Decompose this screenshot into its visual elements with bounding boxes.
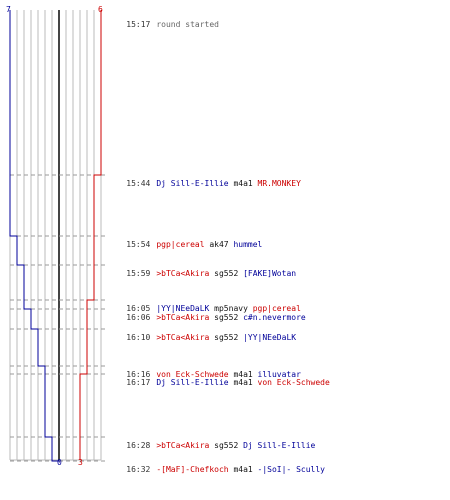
- event-weapon: sg552: [214, 313, 239, 322]
- event-row: 16:06 >bTCa<Akira sg552 c#n.nevermore: [107, 304, 306, 331]
- event-time: 16:05: [126, 304, 151, 313]
- red-team-alive-line: [79, 10, 102, 460]
- event-row: 15:59 >bTCa<Akira sg552 [FAKE]Wotan: [107, 260, 296, 287]
- event-note: round started: [156, 20, 219, 29]
- event-weapon: mp5navy: [214, 304, 248, 313]
- event-time: 15:44: [126, 179, 151, 188]
- event-weapon: ak47: [209, 240, 229, 249]
- event-weapon: m4a1: [233, 465, 253, 474]
- event-row: 16:10 >bTCa<Akira sg552 |YY|NEeDaLK: [107, 324, 296, 351]
- event-victim: MR.MONKEY: [257, 179, 301, 188]
- event-killer: -[MaF]-Chefkoch: [156, 465, 229, 474]
- event-time: 15:17: [126, 20, 151, 29]
- event-victim: von Eck-Schwede: [257, 378, 330, 387]
- red-start-count: 6: [98, 5, 103, 14]
- event-time: 16:16: [126, 370, 151, 379]
- event-weapon: m4a1: [233, 179, 253, 188]
- event-victim: c#n.nevermore: [243, 313, 306, 322]
- event-weapon: sg552: [214, 333, 239, 342]
- event-killer: >bTCa<Akira: [156, 313, 210, 322]
- red-end-count: 3: [78, 458, 83, 467]
- event-killer: pgp|cereal: [156, 240, 205, 249]
- event-killer: von Eck-Schwede: [156, 370, 229, 379]
- event-time: 15:59: [126, 269, 151, 278]
- event-weapon: m4a1: [233, 370, 253, 379]
- event-killer: Dj Sill-E-Illie: [156, 378, 229, 387]
- event-time: 16:28: [126, 441, 151, 450]
- event-time: 16:06: [126, 313, 151, 322]
- event-victim: |YY|NEeDaLK: [243, 333, 297, 342]
- event-victim: -|SoI|- Scully: [257, 465, 325, 474]
- event-row: 16:17 Dj Sill-E-Illie m4a1 von Eck-Schwed…: [107, 369, 330, 396]
- event-weapon: sg552: [214, 269, 239, 278]
- event-row: 16:05 |YY|NEeDaLK mp5navy pgp|cereal: [107, 295, 301, 322]
- event-victim: Dj Sill-E-Illie: [243, 441, 316, 450]
- event-row: 16:16 von Eck-Schwede m4a1 illuvatar: [107, 361, 301, 388]
- event-killer: Dj Sill-E-Illie: [156, 179, 229, 188]
- blue-end-count: 0: [57, 458, 62, 467]
- event-row: 16:32 -[MaF]-Chefkoch m4a1 -|SoI|- Scully: [107, 456, 325, 483]
- event-victim: illuvatar: [257, 370, 301, 379]
- event-time: 16:17: [126, 378, 151, 387]
- event-victim: hummel: [233, 240, 263, 249]
- event-killer: >bTCa<Akira: [156, 333, 210, 342]
- event-row: 15:44 Dj Sill-E-Illie m4a1 MR.MONKEY: [107, 170, 301, 197]
- event-weapon: sg552: [214, 441, 239, 450]
- event-time: 16:32: [126, 465, 151, 474]
- event-victim: pgp|cereal: [252, 304, 301, 313]
- event-row: 15:54 pgp|cereal ak47 hummel: [107, 231, 262, 258]
- event-row: 15:17 round started: [107, 11, 219, 38]
- blue-start-count: 7: [6, 5, 11, 14]
- event-time: 15:54: [126, 240, 151, 249]
- event-time: 16:10: [126, 333, 151, 342]
- event-killer: >bTCa<Akira: [156, 269, 210, 278]
- blue-team-alive-line: [9, 10, 60, 462]
- event-weapon: m4a1: [233, 378, 253, 387]
- event-killer: >bTCa<Akira: [156, 441, 210, 450]
- event-killer: |YY|NEeDaLK: [156, 304, 210, 313]
- event-row: 16:28 >bTCa<Akira sg552 Dj Sill-E-Illie: [107, 432, 315, 459]
- event-victim: [FAKE]Wotan: [243, 269, 297, 278]
